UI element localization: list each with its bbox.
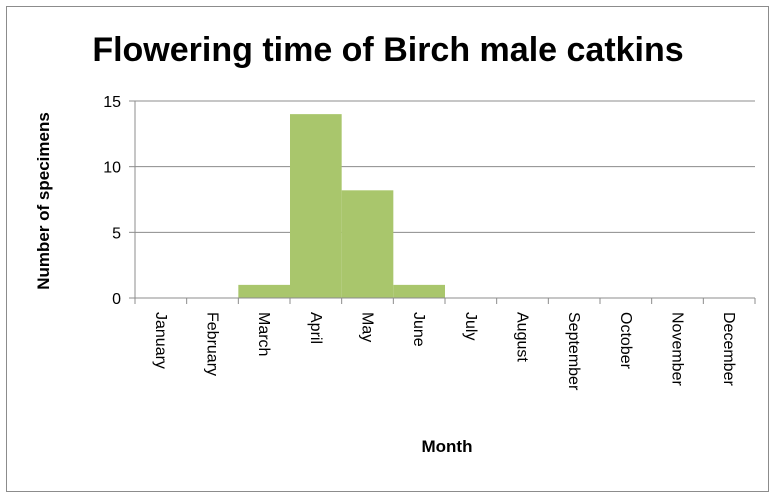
x-tick-label: April	[307, 312, 324, 344]
gridlines	[135, 100, 755, 233]
x-tick-label: October	[617, 312, 634, 370]
x-tick-label: June	[410, 312, 427, 347]
x-tick-label: February	[204, 312, 221, 376]
x-tick-label: March	[255, 312, 272, 356]
x-tick-label: August	[514, 312, 531, 362]
bar-may	[341, 190, 394, 298]
bar-march	[238, 284, 290, 298]
y-axis-title: Number of specimens	[34, 112, 53, 290]
x-tick-label: July	[462, 312, 479, 340]
x-axis-title: Month	[422, 437, 473, 456]
x-tick-label: December	[720, 312, 737, 386]
y-tick-labels: 0 5 10 15	[103, 94, 121, 308]
x-tick-label: May	[359, 312, 376, 342]
bar-june	[393, 284, 445, 298]
x-tick-labels: January February March April May June July Augu…	[152, 312, 737, 391]
x-tick-label: January	[152, 312, 169, 369]
y-tick-label: 0	[112, 291, 121, 308]
x-tick-label: September	[565, 312, 582, 391]
y-tick-label: 15	[103, 94, 121, 111]
bars	[238, 114, 445, 298]
y-tick-label: 10	[103, 160, 121, 177]
y-tick-label: 5	[112, 225, 121, 242]
bar-april	[290, 114, 342, 298]
x-tick-label: November	[669, 312, 686, 386]
chart-title: Flowering time of Birch male catkins	[92, 31, 683, 69]
axes	[129, 100, 756, 304]
